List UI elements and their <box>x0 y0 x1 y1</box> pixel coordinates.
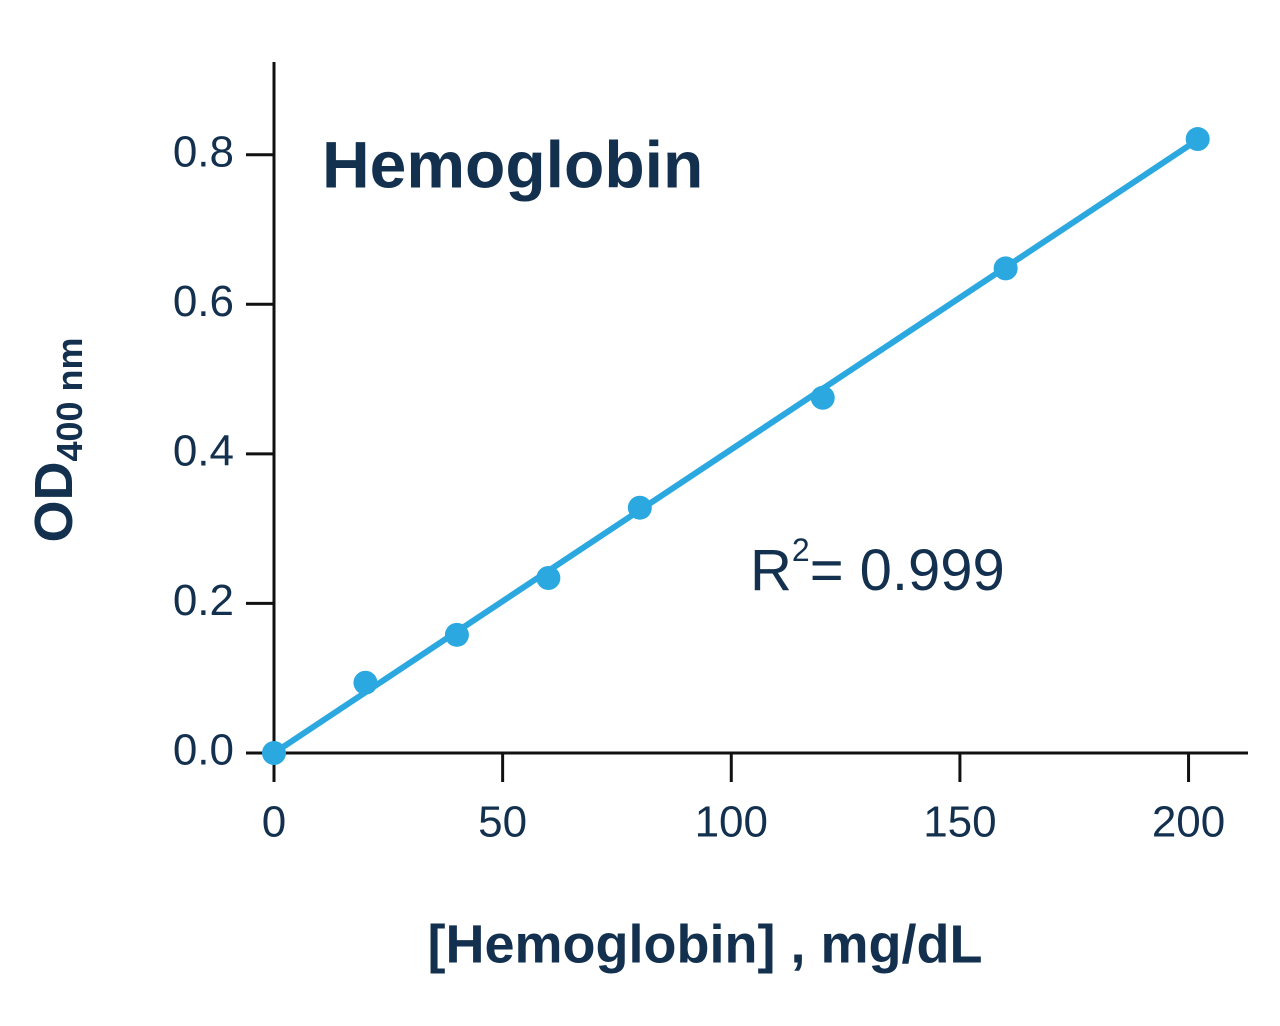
y-tick-label: 0.4 <box>173 426 234 475</box>
y-axis-title-base: OD <box>24 462 84 543</box>
annotation-rest: = 0.999 <box>810 538 1005 603</box>
data-point <box>536 566 561 591</box>
x-tick-label: 0 <box>262 798 286 847</box>
data-point <box>353 670 378 695</box>
y-tick-label: 0.0 <box>173 726 234 775</box>
x-tick-label: 50 <box>478 798 527 847</box>
annotation-base: R <box>750 538 792 603</box>
data-point <box>627 495 652 520</box>
data-point <box>810 385 835 410</box>
data-point <box>444 622 469 647</box>
fit-line <box>272 137 1200 756</box>
y-tick-label: 0.6 <box>173 277 234 326</box>
annotation-superscript: 2 <box>792 532 810 568</box>
y-axis-title-subscript: 400 nm <box>49 337 90 461</box>
data-point <box>1185 127 1210 152</box>
x-tick-label: 150 <box>923 798 996 847</box>
y-tick-label: 0.8 <box>173 127 234 176</box>
x-tick-label: 100 <box>695 798 768 847</box>
y-tick-label: 0.2 <box>173 576 234 625</box>
chart-title: Hemoglobin <box>322 127 703 201</box>
data-point <box>262 741 286 765</box>
y-axis-title: OD400 nm <box>24 337 89 542</box>
data-point <box>993 256 1018 281</box>
x-tick-label: 200 <box>1152 798 1225 847</box>
x-axis-title: [Hemoglobin] , mg/dL <box>428 914 983 974</box>
annotation: R2= 0.999 <box>750 532 1005 603</box>
